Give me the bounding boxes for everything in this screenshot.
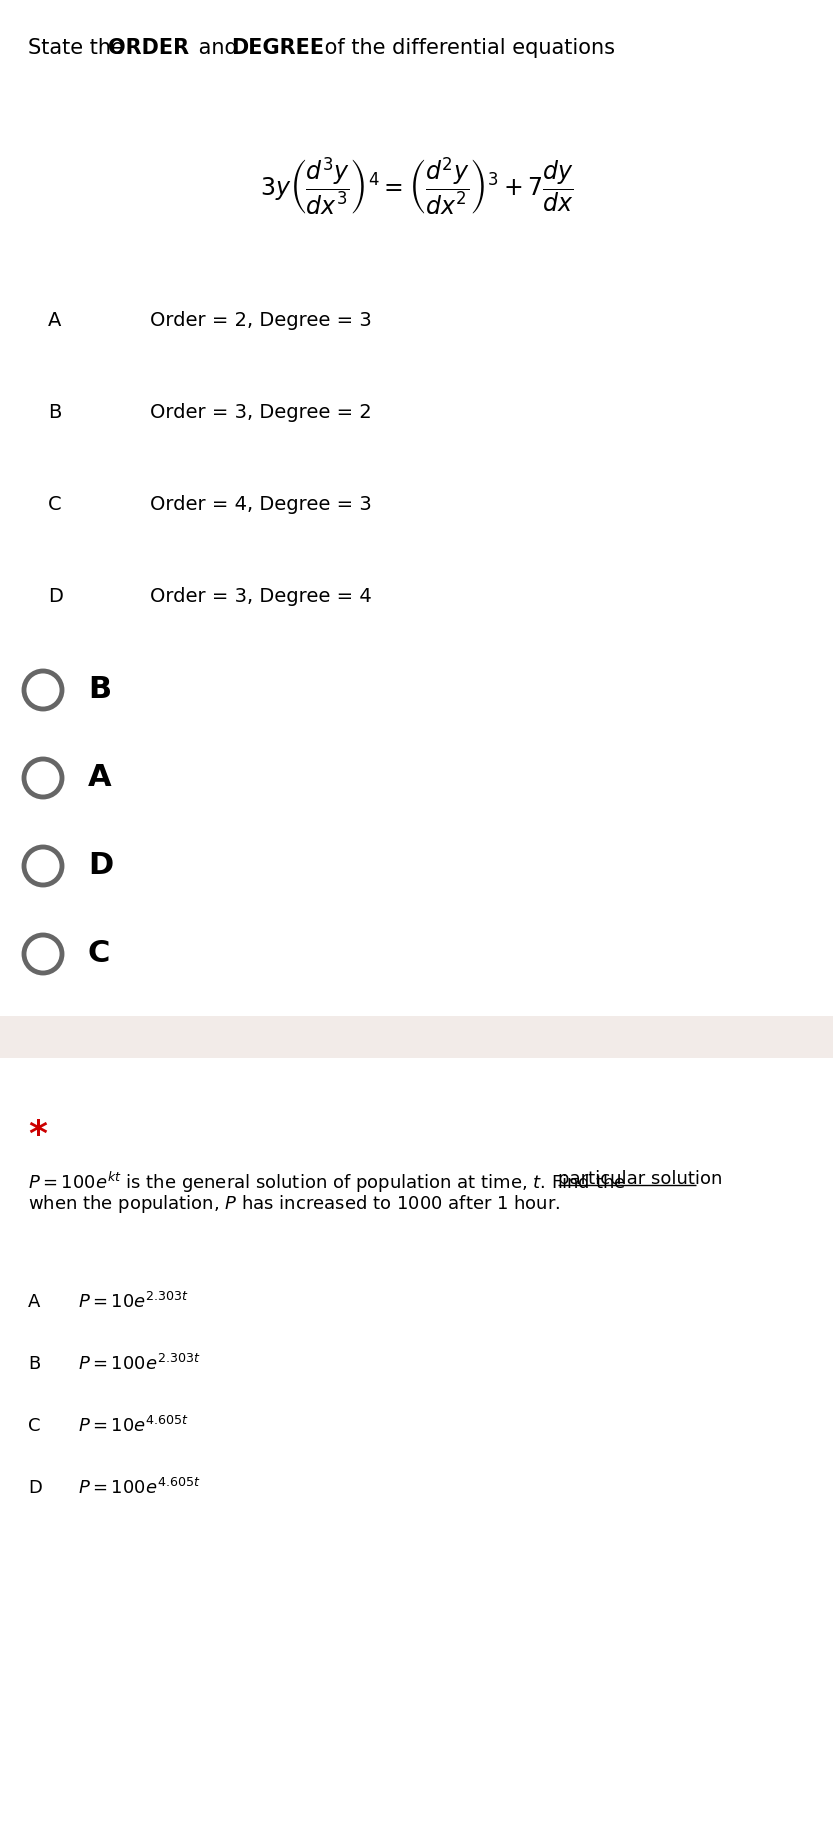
Text: Order = 3, Degree = 2: Order = 3, Degree = 2 [150, 402, 372, 421]
Text: B: B [48, 402, 62, 421]
Text: D: D [28, 1479, 42, 1497]
Text: $P = 100e^{2.303t}$: $P = 100e^{2.303t}$ [78, 1353, 201, 1373]
Text: $P = 100e^{kt}$ is the general solution of population at time, $t$. Find the: $P = 100e^{kt}$ is the general solution … [28, 1170, 626, 1194]
Text: A: A [48, 310, 62, 329]
Text: when the population, $P$ has increased to 1000 after 1 hour.: when the population, $P$ has increased t… [28, 1193, 561, 1215]
Text: and: and [192, 39, 244, 57]
Text: Order = 3, Degree = 4: Order = 3, Degree = 4 [150, 587, 372, 605]
Text: A: A [88, 764, 112, 792]
Text: $3y\left(\dfrac{d^3y}{dx^3}\right)^4 = \left(\dfrac{d^2y}{dx^2}\right)^3 + 7\dfr: $3y\left(\dfrac{d^3y}{dx^3}\right)^4 = \… [260, 155, 573, 218]
Text: ORDER: ORDER [108, 39, 189, 57]
Text: D: D [48, 587, 62, 605]
Text: B: B [88, 676, 111, 705]
Text: $P = 10e^{4.605t}$: $P = 10e^{4.605t}$ [78, 1416, 189, 1436]
Text: $P = 10e^{2.303t}$: $P = 10e^{2.303t}$ [78, 1292, 189, 1313]
Bar [0, 1015, 833, 1058]
Text: *: * [28, 1119, 47, 1152]
Text: C: C [88, 940, 111, 969]
Text: Order = 4, Degree = 3: Order = 4, Degree = 3 [150, 495, 372, 513]
Text: particular solution: particular solution [558, 1170, 722, 1189]
Text: C: C [48, 495, 62, 513]
Text: C: C [28, 1418, 41, 1434]
Text: D: D [88, 851, 113, 881]
Text: State the: State the [28, 39, 131, 57]
Text: Order = 2, Degree = 3: Order = 2, Degree = 3 [150, 310, 372, 329]
Text: B: B [28, 1355, 40, 1373]
Text: of the differential equations: of the differential equations [318, 39, 615, 57]
Text: DEGREE: DEGREE [231, 39, 324, 57]
Text: A: A [28, 1292, 40, 1311]
Text: $P = 100e^{4.605t}$: $P = 100e^{4.605t}$ [78, 1479, 201, 1499]
